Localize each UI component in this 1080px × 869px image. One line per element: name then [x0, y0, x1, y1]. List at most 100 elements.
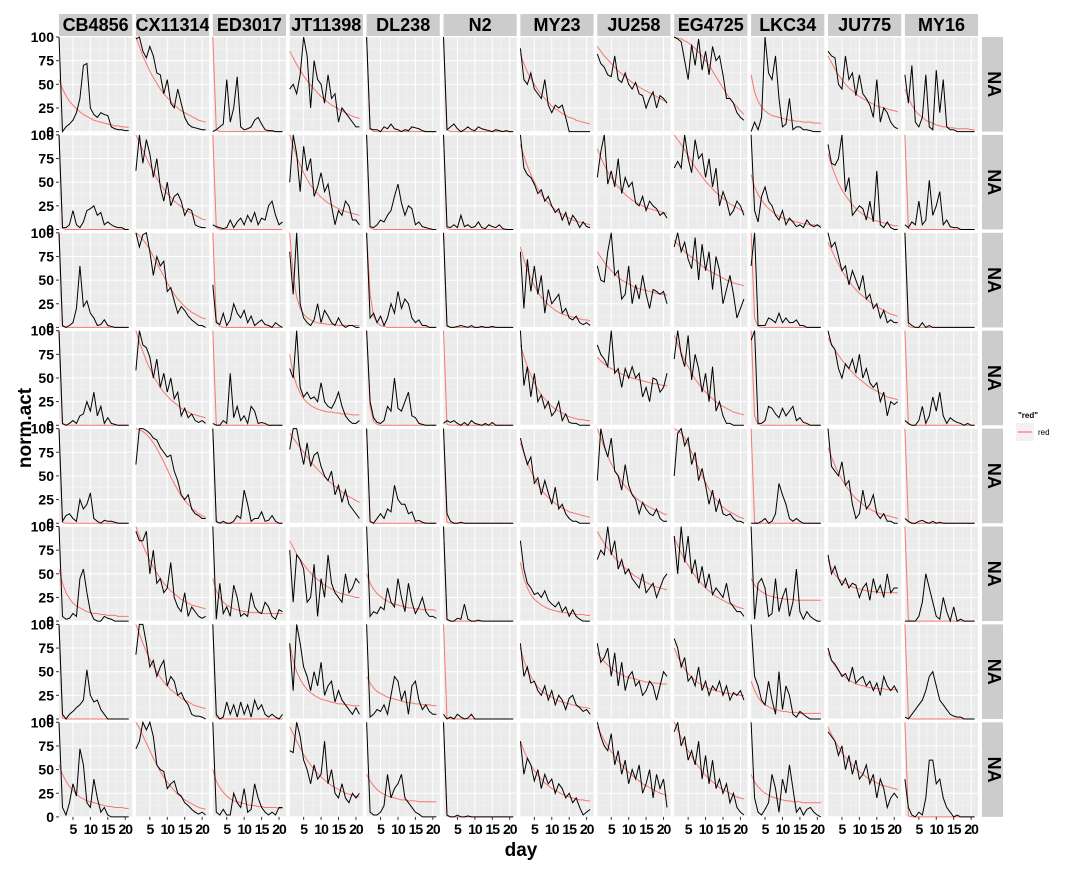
facet-panel	[519, 330, 594, 426]
facet-panel	[135, 330, 210, 426]
y-tick-label: 100	[31, 127, 55, 143]
fit-curve	[750, 330, 821, 426]
observed-series-line	[827, 232, 898, 324]
y-tick-label: 75	[38, 248, 54, 264]
x-tick-label: 15	[178, 821, 193, 837]
y-tick-label: 50	[38, 174, 54, 190]
x-tick-label: 20	[272, 821, 287, 837]
facet-strip-bg	[904, 14, 979, 36]
fit-curve	[750, 680, 821, 714]
observed-series-line	[289, 550, 360, 617]
fit-curve	[366, 573, 437, 612]
y-tick-label: 75	[38, 444, 54, 460]
observed-series-line	[366, 428, 437, 524]
observed-series-line	[289, 722, 360, 804]
facet-row-label: NA	[984, 561, 1004, 587]
observed-series-line	[443, 232, 514, 328]
facet-panel	[596, 428, 671, 524]
observed-series-line	[827, 731, 899, 810]
observed-series-line	[212, 199, 283, 230]
observed-series-line	[750, 722, 822, 818]
y-tick-label: 0	[46, 711, 54, 727]
x-axis-title: day	[505, 840, 538, 861]
fit-curve	[135, 526, 206, 610]
facet-column-label: CB4856	[63, 15, 129, 35]
facet-panel	[673, 134, 748, 230]
y-tick-label: 100	[31, 519, 55, 535]
fit-curve	[135, 330, 206, 419]
facet-panel	[904, 330, 979, 426]
y-tick-label: 100	[31, 421, 55, 437]
x-tick-label: 15	[947, 821, 962, 837]
facet-panel	[596, 134, 671, 230]
x-tick-label: 5	[608, 821, 616, 837]
facet-panel	[443, 134, 517, 230]
facet-panel	[289, 232, 363, 328]
observed-series-line	[596, 428, 668, 522]
facet-row-strips: NA NA NA NA NA NA NA NA	[982, 37, 1004, 817]
observed-series-line	[289, 36, 360, 128]
fit-curve	[58, 134, 129, 230]
y-tick-label: 75	[38, 151, 54, 167]
observed-series-line	[750, 36, 821, 133]
facet-panel	[58, 526, 133, 622]
observed-series-line	[135, 134, 206, 229]
facet-panel	[58, 330, 133, 426]
observed-series-line	[596, 232, 668, 309]
fit-curve	[519, 741, 591, 802]
facet-panel	[212, 526, 286, 622]
facet-panel	[673, 623, 748, 720]
facet-column-label: LKC34	[759, 15, 816, 35]
fit-curve	[289, 433, 360, 503]
facet-column-label: N2	[469, 15, 492, 35]
y-tick-label: 100	[31, 714, 55, 730]
facet-panel	[519, 526, 594, 622]
facet-strip-bg	[597, 14, 671, 36]
facet-panel	[827, 526, 902, 622]
fit-curve	[596, 356, 668, 387]
facet-panel	[673, 721, 748, 818]
facet-panel	[135, 428, 210, 524]
observed-series-line	[673, 134, 745, 217]
legend-title: "red"	[1018, 411, 1038, 420]
facet-panel	[519, 428, 594, 524]
facet-column-label: JU258	[607, 15, 660, 35]
y-tick-label: 25	[38, 589, 54, 605]
x-tick-label: 15	[486, 821, 501, 837]
facet-panel	[366, 428, 440, 524]
facet-panel	[212, 330, 286, 426]
fit-curve	[289, 354, 360, 416]
observed-series-line	[673, 427, 745, 524]
x-tick-label: 10	[391, 821, 406, 837]
facet-panel	[289, 36, 363, 133]
observed-series-line	[673, 526, 745, 617]
fit-curve	[519, 442, 591, 519]
facet-panel	[366, 330, 440, 426]
facet-strip-bg	[520, 14, 594, 36]
facet-column-label: ED3017	[217, 15, 282, 35]
observed-series-line	[443, 722, 514, 818]
facet-row-label: NA	[984, 659, 1004, 685]
observed-series-line	[289, 134, 360, 226]
facet-row-strip-bg	[982, 428, 1003, 524]
facet-panel	[596, 721, 671, 818]
y-tick-label: 75	[38, 738, 54, 754]
facet-panel	[827, 134, 902, 230]
x-tick-label: 10	[699, 821, 714, 837]
fit-curve	[212, 134, 283, 230]
y-tick-label: 0	[46, 417, 54, 433]
observed-series-line	[673, 722, 745, 816]
x-tick-label: 20	[503, 821, 518, 837]
y-tick-label: 0	[46, 809, 54, 825]
facet-row-strip-bg	[982, 37, 1003, 132]
fit-curve	[212, 624, 283, 720]
facet-row-label: NA	[984, 169, 1004, 195]
x-axis: 5 10 15 20 5 10 15 20 5 10 15 20 5 10 15 20 5 10 15 20 5 10 15…	[70, 816, 980, 837]
fit-curve	[827, 242, 898, 317]
observed-series-line	[673, 638, 745, 702]
y-tick-label: 50	[38, 272, 54, 288]
facet-column-label: JT11398	[291, 15, 361, 35]
y-tick-label: 50	[38, 762, 54, 778]
y-tick-label: 0	[46, 515, 54, 531]
